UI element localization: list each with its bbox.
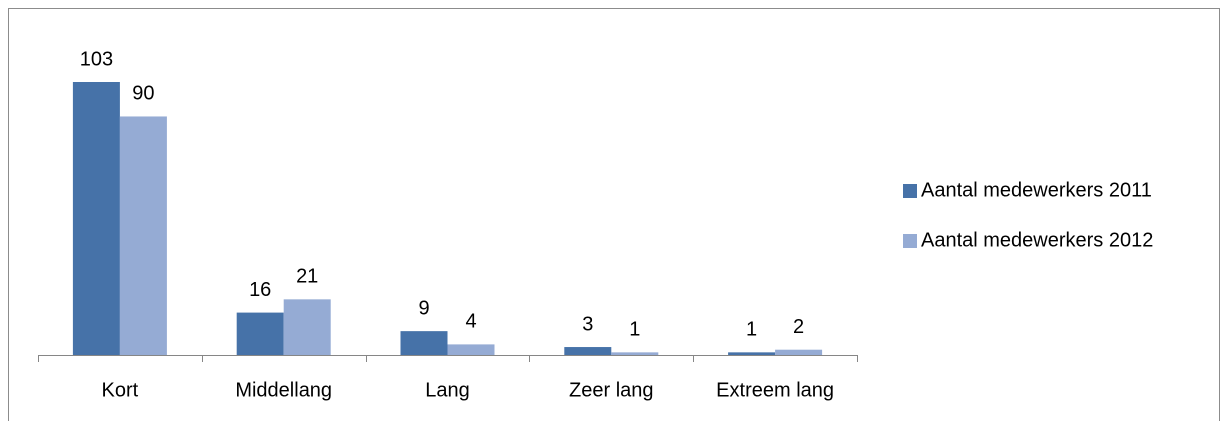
data-label: 21 [296,266,318,288]
bar [236,312,284,355]
bar [611,352,659,355]
x-tick-label: Lang [425,379,470,401]
bar [72,82,120,355]
bar [283,299,331,355]
legend-label: Aantal medewerkers 2012 [921,229,1153,251]
data-label: 1 [746,319,757,341]
data-label: 3 [582,313,593,335]
x-tick-label: Middellang [235,379,332,401]
data-label: 90 [132,83,154,105]
data-label: 4 [465,311,476,333]
legend-label: Aantal medewerkers 2011 [921,179,1152,201]
bar [564,347,612,355]
chart-border [8,8,1220,421]
bar [728,352,776,355]
data-label: 2 [793,316,804,338]
legend-swatch [903,234,917,248]
bar [119,116,167,355]
legend-swatch [903,184,917,198]
x-tick-label: Kort [102,379,139,401]
x-tick-label: Zeer lang [569,379,654,401]
bar [447,344,495,355]
bar [400,331,448,355]
x-tick-label: Extreem lang [716,379,834,401]
data-label: 9 [418,297,429,319]
data-label: 103 [80,48,113,70]
data-label: 16 [249,279,271,301]
data-label: 1 [629,319,640,341]
bar [775,349,823,355]
